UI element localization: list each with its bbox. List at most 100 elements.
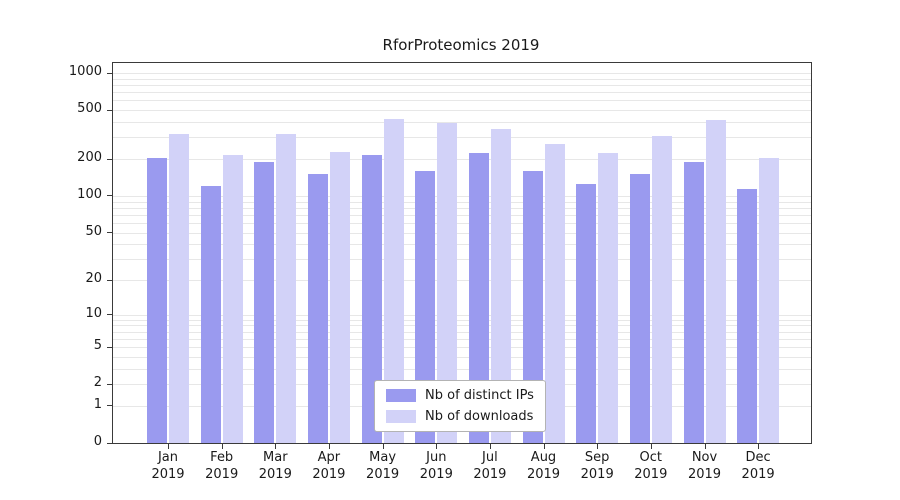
- gridline: [113, 78, 811, 80]
- bar-distinct-ips: [468, 152, 489, 443]
- bar-downloads: [437, 122, 458, 443]
- bar-distinct-ips: [200, 186, 221, 443]
- gridline: [113, 159, 811, 160]
- y-tick-label: 50: [85, 223, 102, 239]
- y-tick-label: 0: [93, 434, 102, 449]
- bar-downloads: [222, 155, 243, 443]
- gridline: [113, 319, 811, 321]
- bar-distinct-ips: [415, 170, 436, 443]
- bar-downloads: [544, 144, 565, 443]
- gridline: [113, 73, 811, 74]
- x-axis-tick: [436, 444, 438, 449]
- plot-area: Nb of distinct IPs Nb of downloads: [107, 62, 812, 449]
- gridline: [113, 314, 811, 316]
- legend-swatch-downloads: [386, 410, 416, 423]
- bar-downloads: [383, 119, 404, 443]
- y-axis-tick: [107, 72, 112, 74]
- x-tick-label: Nov 2019: [687, 450, 722, 482]
- x-axis-tick: [489, 444, 491, 449]
- x-axis-tick: [328, 444, 330, 449]
- bar-distinct-ips: [576, 184, 597, 443]
- y-axis-tick: [107, 279, 112, 281]
- y-axis-tick: [107, 232, 112, 233]
- bar-downloads: [598, 152, 619, 443]
- y-axis-tick: [107, 405, 112, 407]
- bar-distinct-ips: [737, 188, 758, 443]
- x-axis-tick: [221, 444, 223, 449]
- y-tick-label: 500: [77, 101, 102, 117]
- gridline: [113, 85, 811, 86]
- bar-distinct-ips: [522, 170, 543, 443]
- chart-title: RforProteomics 2019: [382, 36, 540, 54]
- gridline: [113, 356, 811, 358]
- x-axis-tick: [758, 444, 760, 449]
- bar-distinct-ips: [361, 155, 382, 443]
- x-tick-label: Apr 2019: [312, 450, 346, 482]
- y-tick-label: 1000: [68, 64, 102, 79]
- x-tick-label: Dec 2019: [741, 450, 775, 482]
- y-axis-tick: [107, 109, 112, 111]
- x-tick-label: Oct 2019: [634, 450, 668, 482]
- legend-item-downloads: Nb of downloads: [386, 409, 534, 424]
- bar-downloads: [329, 151, 350, 443]
- y-tick-label: 200: [77, 150, 102, 165]
- bar-distinct-ips: [683, 161, 704, 443]
- bar-distinct-ips: [629, 174, 650, 443]
- y-tick-label: 10: [85, 305, 102, 321]
- gridline: [113, 201, 811, 203]
- gridline: [113, 244, 811, 246]
- x-axis-tick: [704, 444, 706, 449]
- y-tick-label: 100: [77, 186, 102, 202]
- bar-downloads: [705, 120, 726, 443]
- y-axis-tick: [107, 314, 112, 316]
- gridline: [113, 137, 811, 139]
- x-axis-tick: [597, 444, 599, 449]
- y-axis-tick: [107, 195, 112, 197]
- bar-downloads: [169, 133, 189, 443]
- legend-label-downloads: Nb of downloads: [425, 409, 534, 424]
- x-tick-label: Sep 2019: [580, 450, 614, 482]
- x-tick-label: Mar 2019: [258, 450, 292, 482]
- gridline: [113, 214, 811, 216]
- legend-swatch-distinct-ips: [386, 389, 416, 402]
- x-axis-tick: [650, 444, 652, 449]
- y-axis-tick: [107, 158, 112, 160]
- gridline: [113, 347, 811, 349]
- legend-label-distinct-ips: Nb of distinct IPs: [425, 388, 534, 403]
- gridline: [113, 325, 811, 327]
- gridline: [113, 195, 811, 197]
- x-tick-label: Jul 2019: [473, 450, 507, 482]
- x-axis-tick: [543, 444, 545, 449]
- bar-distinct-ips: [254, 161, 275, 443]
- x-tick-label: Feb 2019: [205, 450, 239, 482]
- gridline: [113, 92, 811, 94]
- y-tick-label: 1: [93, 396, 102, 412]
- bar-downloads: [759, 157, 780, 443]
- y-tick-label: 20: [85, 271, 102, 286]
- y-axis-tick: [107, 383, 112, 385]
- gridline: [113, 100, 811, 102]
- y-tick-label: 5: [93, 338, 102, 354]
- y-axis-tick: [107, 442, 112, 444]
- x-tick-label: Aug 2019: [526, 450, 561, 482]
- gridline: [113, 207, 811, 209]
- y-axis-tick: [107, 346, 112, 348]
- gridline: [113, 222, 811, 224]
- bar-downloads: [490, 129, 511, 443]
- bar-downloads: [276, 133, 297, 443]
- bar-downloads: [651, 135, 672, 443]
- gridline: [113, 331, 811, 333]
- y-tick-label: 2: [93, 375, 102, 391]
- x-axis-tick: [275, 444, 277, 449]
- x-tick-label: Jun 2019: [419, 450, 453, 482]
- x-tick-label: May 2019: [366, 450, 400, 482]
- x-axis-tick: [168, 444, 169, 449]
- gridline: [113, 110, 811, 112]
- gridline: [113, 280, 811, 281]
- x-tick-label: Jan 2019: [151, 450, 185, 482]
- gridline: [113, 368, 811, 370]
- gridline: [113, 232, 811, 234]
- bar-distinct-ips: [147, 157, 167, 443]
- bar-distinct-ips: [307, 174, 328, 443]
